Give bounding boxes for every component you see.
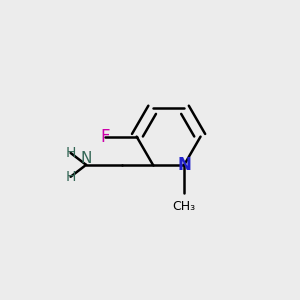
Text: F: F [101,128,110,146]
Text: H: H [65,170,76,184]
Text: H: H [65,146,76,160]
Text: N: N [80,151,92,166]
Text: CH₃: CH₃ [172,200,196,213]
Text: N: N [177,156,191,174]
